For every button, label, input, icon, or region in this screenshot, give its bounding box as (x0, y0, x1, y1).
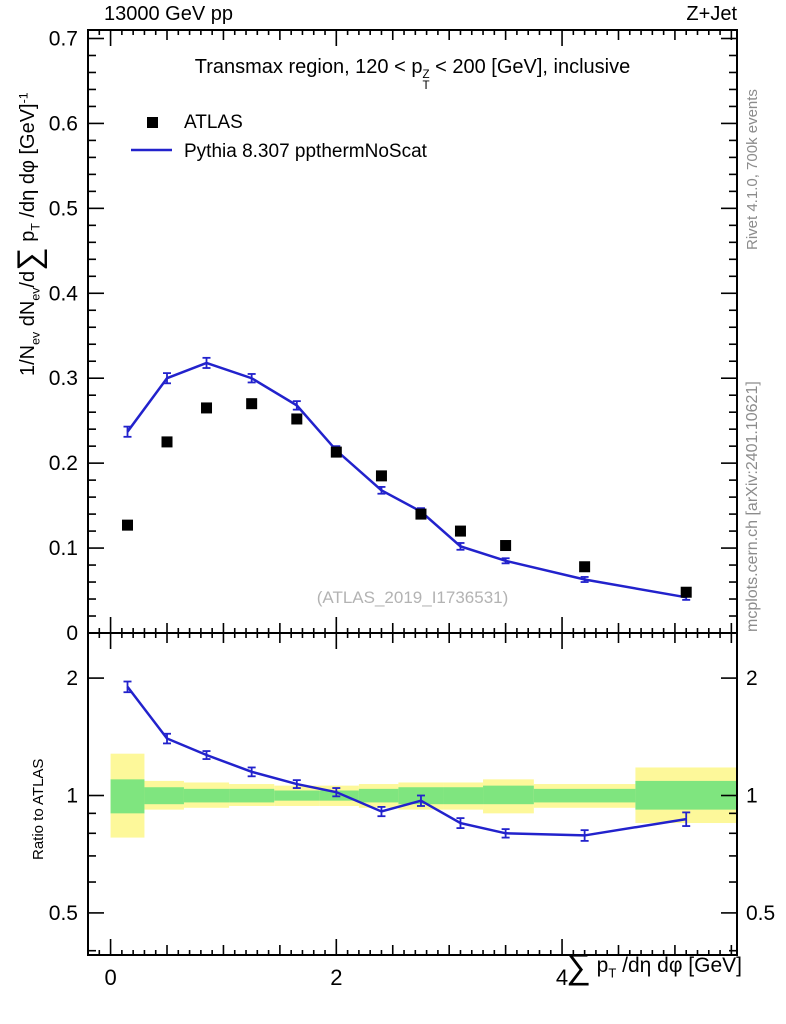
ratio-axis-label: Ratio to ATLAS (30, 758, 47, 860)
axis-ticks (87, 30, 737, 955)
legend-marker-atlas (147, 117, 158, 128)
rivet-version-label: Rivet 4.1.0, 700k events (744, 89, 761, 250)
svg-text:0.7: 0.7 (49, 27, 78, 50)
legend-label-pythia: Pythia 8.307 ppthermNoScat (184, 141, 427, 162)
svg-text:2: 2 (330, 965, 342, 990)
svg-text:0.5: 0.5 (49, 902, 78, 925)
svg-text:0.3: 0.3 (49, 367, 78, 390)
svg-text:0.1: 0.1 (49, 537, 78, 560)
x-axis-label: ∑ pT /dη dφ [GeV] (566, 948, 742, 986)
beam-energy-label: 13000 GeV pp (104, 3, 233, 25)
svg-text:0: 0 (104, 965, 116, 990)
process-label: Z+Jet (686, 3, 737, 25)
ratio-curve (126, 686, 687, 837)
ratio-panel-frame (87, 632, 738, 956)
legend-label-atlas: ATLAS (184, 112, 243, 133)
svg-text:1: 1 (66, 785, 78, 808)
svg-text:0: 0 (66, 622, 78, 645)
pythia-curve (126, 361, 687, 599)
svg-text:1: 1 (746, 785, 758, 808)
svg-text:0.5: 0.5 (49, 197, 78, 220)
svg-text:2: 2 (746, 667, 758, 690)
svg-text:0.4: 0.4 (49, 282, 79, 305)
ratio-error-bars (123, 680, 691, 842)
mcplots-arxiv-label: mcplots.cern.ch [arXiv:2401.10621] (744, 381, 761, 632)
svg-text:0.6: 0.6 (49, 112, 78, 135)
svg-text:0.5: 0.5 (746, 902, 775, 925)
svg-text:4: 4 (556, 965, 568, 990)
y-axis-label: 1/Nev dNev/d∑ pT /dη dφ [GeV]-1 (10, 92, 47, 376)
pythia-error-bars (123, 356, 691, 601)
svg-text:2: 2 (66, 667, 78, 690)
atlas-points (122, 398, 692, 598)
svg-text:0.2: 0.2 (49, 452, 78, 475)
analysis-watermark: (ATLAS_2019_I1736531) (316, 588, 509, 607)
